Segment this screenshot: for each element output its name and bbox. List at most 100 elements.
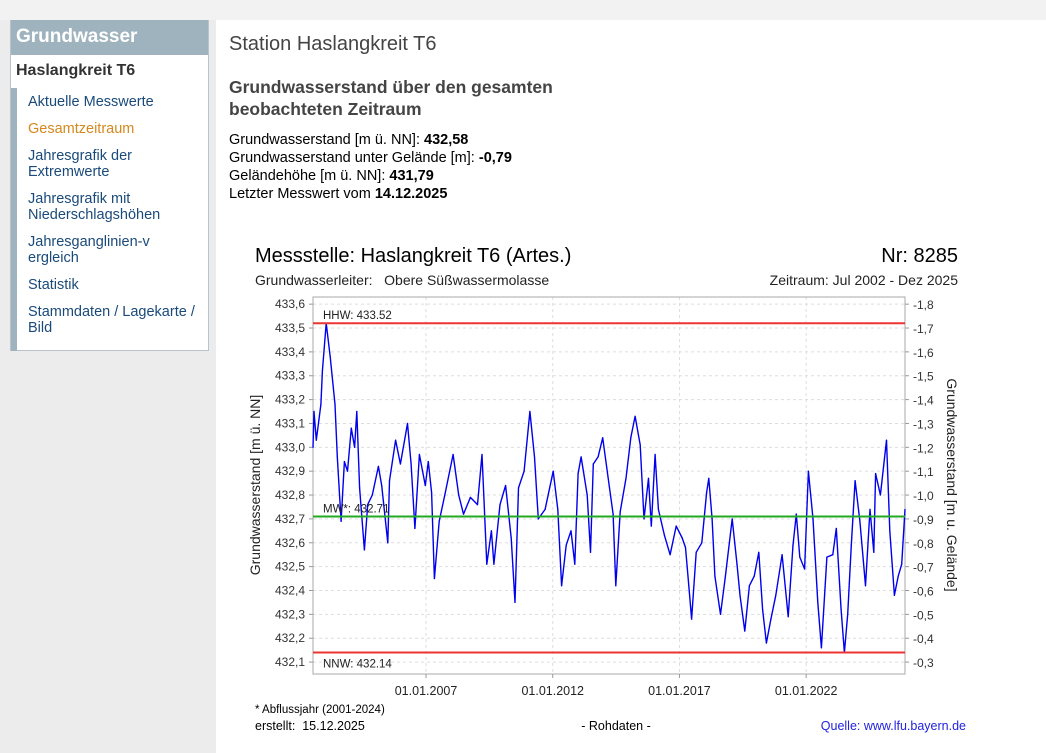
data-point bbox=[630, 437, 632, 439]
data-point bbox=[647, 477, 650, 479]
grid bbox=[313, 297, 905, 674]
data-point bbox=[869, 508, 871, 510]
data-point bbox=[840, 608, 842, 611]
data-point bbox=[695, 551, 697, 553]
data-point bbox=[879, 494, 882, 496]
data-point bbox=[544, 508, 546, 510]
data-point bbox=[387, 542, 389, 544]
sidebar-item-jahresgrafik-niederschlag[interactable]: Jahresgrafik mit Niederschlagshöhen bbox=[28, 191, 161, 223]
data-point bbox=[514, 601, 516, 604]
top-band bbox=[0, 0, 1046, 20]
plot-frame bbox=[312, 296, 906, 675]
chart-footnote: * Abflussjahr (2001-2024) bbox=[255, 704, 385, 716]
data-point bbox=[570, 530, 572, 532]
data-point bbox=[724, 577, 726, 580]
data-point bbox=[533, 456, 536, 458]
data-point bbox=[427, 461, 429, 463]
data-point bbox=[850, 544, 852, 546]
data-point bbox=[469, 496, 471, 499]
data-point bbox=[476, 503, 479, 506]
x-tick-label: 01.01.2017 bbox=[648, 684, 711, 698]
info-row-gelaendehoehe: Geländehöhe [m ü. NN]: 431,79 bbox=[229, 168, 434, 184]
info-row-unter-gelaende: Grundwasserstand unter Gelände [m]: -0,7… bbox=[229, 150, 512, 166]
data-point bbox=[510, 537, 512, 539]
data-point bbox=[731, 518, 733, 520]
data-point bbox=[340, 520, 342, 522]
data-point bbox=[761, 608, 764, 611]
chart-number: Nr: 8285 bbox=[881, 245, 958, 267]
sidebar-item-gesamtzeitraum[interactable]: Gesamtzeitraum bbox=[28, 121, 135, 137]
data-point bbox=[552, 470, 554, 472]
chart-title: Messstelle: Haslangkreit T6 (Artes.) bbox=[255, 245, 571, 267]
sidebar-station: Haslangkreit T6 bbox=[16, 62, 136, 79]
info-row-grundwasserstand: Grundwasserstand [m ü. NN]: 432,58 bbox=[229, 132, 469, 148]
sidebar-menu: Aktuelle Messwerte Gesamtzeitraum Jahres… bbox=[11, 88, 208, 351]
data-point bbox=[889, 530, 891, 532]
x-axis: 01.01.2007 01.01.2012 01.01.2017 01.01.2022 bbox=[395, 674, 838, 698]
reference-line-label: MW*: 432.71 bbox=[323, 504, 389, 516]
chart-source-link[interactable]: Quelle: www.lfu.bayern.de bbox=[821, 719, 966, 733]
data-point bbox=[835, 527, 837, 530]
y-right-tick-label: -0,4 bbox=[913, 632, 934, 646]
data-point bbox=[739, 594, 741, 596]
data-point bbox=[714, 575, 716, 577]
data-point bbox=[657, 508, 660, 510]
data-point bbox=[639, 444, 641, 446]
data-point bbox=[418, 453, 421, 456]
groundwater-level-line bbox=[312, 322, 906, 654]
y-right-tick-label: -1,6 bbox=[913, 346, 934, 360]
data-point bbox=[433, 577, 435, 580]
data-point bbox=[708, 477, 710, 479]
y-tick-label: 433,5 bbox=[275, 321, 305, 335]
y-tick-label: 433,4 bbox=[275, 345, 305, 359]
data-point bbox=[458, 494, 460, 496]
y-axis-right: -1,8 -1,7 -1,6 -1,5 -1,4 -1,3 -1,2 -1,1 -1,0 -0,9… bbox=[905, 298, 934, 670]
data-point bbox=[557, 508, 559, 510]
data-point bbox=[799, 556, 801, 558]
data-point bbox=[577, 472, 579, 475]
y-axis-left: 433,6 433,5 433,4 433,3 433,2 433,1 433,0 432,9… bbox=[275, 297, 313, 669]
data-point bbox=[859, 520, 861, 522]
data-point bbox=[795, 513, 797, 515]
data-point bbox=[663, 535, 666, 537]
y-tick-label: 433,1 bbox=[275, 416, 305, 430]
sidebar-item-aktuelle-messwerte[interactable]: Aktuelle Messwerte bbox=[28, 94, 154, 110]
data-point bbox=[388, 480, 391, 482]
data-point bbox=[561, 585, 563, 587]
y-tick-label: 433,3 bbox=[275, 369, 305, 383]
sidebar-item-jahresganglinienvergleich[interactable]: Jahresganglinien-vergleich bbox=[28, 234, 150, 266]
data-point bbox=[873, 551, 875, 553]
data-point bbox=[315, 439, 317, 441]
y-right-tick-label: -0,8 bbox=[913, 537, 934, 551]
y-right-tick-label: -0,6 bbox=[913, 584, 934, 598]
y-tick-label: 432,5 bbox=[275, 560, 305, 574]
y-tick-label: 432,2 bbox=[275, 631, 305, 645]
chart-period: Zeitraum: Jul 2002 - Dez 2025 bbox=[770, 272, 959, 288]
data-point bbox=[817, 601, 819, 604]
data-point bbox=[381, 484, 383, 487]
sidebar-item-statistik[interactable]: Statistik bbox=[28, 277, 79, 293]
data-point bbox=[719, 613, 722, 615]
data-point bbox=[854, 480, 856, 482]
data-point bbox=[329, 356, 331, 358]
sidebar-item-stammdaten[interactable]: Stammdaten / Lagekarte / Bild bbox=[28, 304, 195, 336]
reference-lines: HHW: 433.52 MW*: 432.71 NNW: 432.14 bbox=[313, 310, 905, 671]
data-point bbox=[493, 563, 495, 565]
y-right-tick-label: -1,0 bbox=[913, 489, 934, 503]
data-point bbox=[589, 551, 592, 553]
data-point bbox=[885, 439, 888, 441]
reference-line-label: NNW: 432.14 bbox=[323, 659, 392, 671]
y-right-tick-label: -1,2 bbox=[913, 441, 934, 455]
data-point bbox=[356, 410, 358, 413]
info-row-letzter-messwert: Letzter Messwert vom 14.12.2025 bbox=[229, 186, 448, 202]
data-point bbox=[431, 492, 433, 494]
data-point bbox=[367, 503, 369, 506]
data-point bbox=[602, 437, 604, 439]
data-point bbox=[607, 477, 609, 479]
x-tick-label: 01.01.2022 bbox=[775, 684, 838, 698]
data-point bbox=[705, 492, 708, 494]
data-point bbox=[505, 484, 507, 487]
data-point bbox=[792, 544, 794, 546]
sidebar-item-jahresgrafik-extremwerte[interactable]: Jahresgrafik der Extremwerte bbox=[28, 148, 132, 180]
reference-line-label: HHW: 433.52 bbox=[323, 310, 392, 322]
